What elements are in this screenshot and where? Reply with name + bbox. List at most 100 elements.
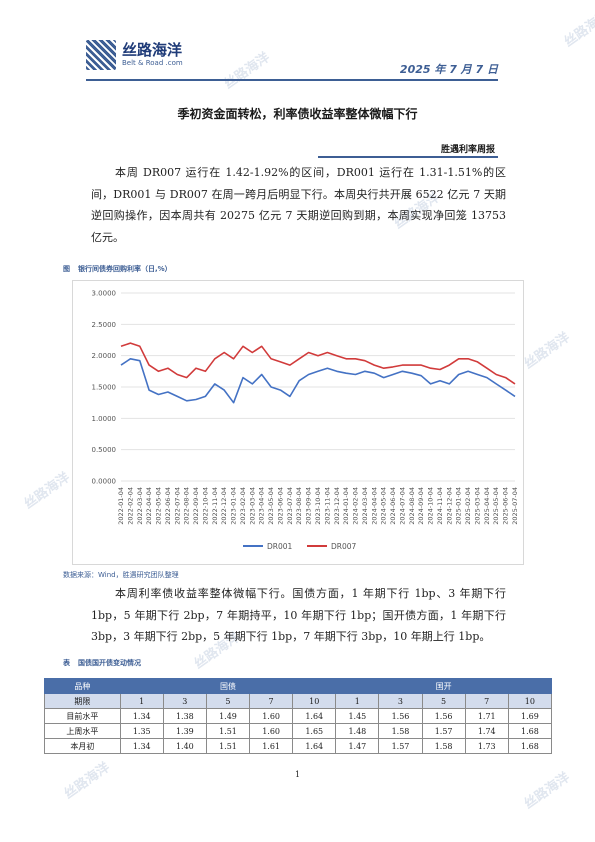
- table-cell: 1.51: [205, 738, 251, 754]
- table-cell: 1.57: [378, 738, 423, 754]
- logo-icon: [86, 40, 116, 70]
- y-tick-label: 0.0000: [92, 478, 117, 486]
- header-divider: [86, 79, 498, 81]
- x-tick-label: 2022-01-04: [117, 487, 125, 525]
- term-cell: 5: [205, 693, 251, 709]
- series-line-dr001: [120, 358, 516, 404]
- table-cell: 1.74: [464, 723, 509, 739]
- paragraph: 本周 DR007 运行在 1.42-1.92%的区间，DR001 运行在 1.3…: [91, 166, 506, 244]
- figure-label: 图: [63, 265, 70, 273]
- x-tick-label: 2024-11-04: [436, 487, 444, 525]
- table-cell: 1.34: [119, 708, 164, 724]
- x-tick-label: 2022-08-04: [183, 487, 191, 525]
- table-cell: 1.38: [162, 708, 207, 724]
- term-cell: 7: [464, 693, 509, 709]
- x-tick-label: 2025-02-04: [464, 487, 472, 525]
- term-cell: 5: [421, 693, 466, 709]
- x-tick-label: 2022-04-04: [145, 487, 153, 525]
- x-tick-label: 2022-03-04: [136, 487, 144, 525]
- watermark: 丝路海洋: [521, 330, 573, 373]
- x-tick-label: 2023-06-04: [276, 487, 284, 525]
- table-cell: 1.64: [292, 738, 337, 754]
- x-tick-label: 2023-07-04: [286, 487, 294, 525]
- x-tick-label: 2025-07-04: [511, 487, 519, 525]
- x-tick-label: 2022-05-04: [155, 487, 163, 525]
- term-cell: 1: [119, 693, 164, 709]
- term-cell: 7: [249, 693, 294, 709]
- report-series: 胜遇利率周报: [440, 145, 495, 155]
- table-cell: 1.68: [507, 723, 553, 739]
- header-variety: 品种: [44, 678, 121, 694]
- repo-rate-chart: 0.0000 0.5000 1.0000 1.5000 2.0000 2.5000 3.00…: [72, 280, 524, 565]
- table-cell: 1.45: [335, 708, 380, 724]
- table-row: 上周水平 1.35 1.39 1.51 1.60 1.65 1.48 1.58 …: [44, 723, 553, 739]
- table-cell: 1.71: [464, 708, 509, 724]
- x-tick-label: 2023-02-04: [239, 487, 247, 525]
- term-cell: 10: [507, 693, 553, 709]
- table-cell: 1.68: [507, 738, 553, 754]
- header-term: 期限: [44, 693, 121, 709]
- x-tick-label: 2022-09-04: [192, 487, 200, 525]
- x-tick-label: 2023-11-04: [323, 487, 331, 525]
- table-cell: 1.35: [119, 723, 164, 739]
- x-tick-label: 2024-03-04: [361, 487, 369, 525]
- term-cell: 10: [292, 693, 337, 709]
- watermark: 丝路海洋: [61, 760, 113, 803]
- table-cell: 1.60: [249, 723, 294, 739]
- term-cell: 3: [378, 693, 423, 709]
- term-cell: 1: [335, 693, 380, 709]
- table-title: 国债国开债变动情况: [78, 659, 141, 667]
- page-title: 季初资金面转松，利率债收益率整体微幅下行: [177, 107, 418, 121]
- watermark: 丝路海洋: [221, 50, 273, 93]
- row-label: 本月初: [44, 738, 121, 754]
- x-tick-label: 2025-06-04: [502, 487, 510, 525]
- table-cell: 1.56: [378, 708, 423, 724]
- y-tick-label: 1.5000: [92, 384, 117, 392]
- x-tick-label: 2024-12-04: [445, 487, 453, 525]
- row-label: 目前水平: [44, 708, 121, 724]
- table-label: 表: [63, 659, 70, 667]
- table-cell: 1.57: [421, 723, 466, 739]
- chart-svg: 0.0000 0.5000 1.0000 1.5000 2.0000 2.5000 3.00…: [92, 290, 520, 552]
- x-tick-label: 2025-01-04: [455, 487, 463, 525]
- table-cell: 1.34: [119, 738, 164, 754]
- legend-label: DR007: [331, 542, 357, 551]
- yield-table: 品种 国债 国开 期限 1 3 5 7 10 1 3 5 7 10 目前水平 1…: [44, 678, 553, 754]
- report-date: 2025 年 7 月 7 日: [399, 63, 498, 76]
- table-cell: 1.64: [292, 708, 337, 724]
- figure-caption: 图银行间债券回购利率（日,%）: [63, 264, 172, 274]
- figure-title: 银行间债券回购利率（日,%）: [78, 265, 172, 273]
- x-tick-label: 2022-02-04: [126, 487, 134, 525]
- x-tick-label: 2024-09-04: [417, 487, 425, 525]
- x-tick-label: 2025-04-04: [483, 487, 491, 525]
- y-tick-label: 1.0000: [92, 415, 117, 423]
- table-cell: 1.39: [162, 723, 207, 739]
- x-tick-label: 2023-08-04: [295, 487, 303, 525]
- x-tick-label: 2022-07-04: [173, 487, 181, 525]
- table-row: 本月初 1.34 1.40 1.51 1.61 1.64 1.47 1.57 1…: [44, 738, 553, 754]
- x-tick-label: 2025-03-04: [473, 487, 481, 525]
- brand-name: 丝路海洋: [122, 41, 183, 59]
- term-cell: 3: [162, 693, 207, 709]
- brand-logo: 丝路海洋 Belt & Road .com: [86, 40, 183, 70]
- x-tick-label: 2023-04-04: [258, 487, 266, 525]
- x-tick-label: 2024-01-04: [342, 487, 350, 525]
- table-cell: 1.73: [464, 738, 509, 754]
- row-label: 上周水平: [44, 723, 121, 739]
- x-tick-label: 2024-06-04: [389, 487, 397, 525]
- table-cell: 1.47: [335, 738, 380, 754]
- x-tick-label: 2025-05-04: [492, 487, 500, 525]
- x-tick-label: 2023-05-04: [267, 487, 275, 525]
- x-tick-label: 2023-10-04: [314, 487, 322, 525]
- x-tick-label: 2022-11-04: [211, 487, 219, 525]
- table-caption: 表国债国开债变动情况: [63, 658, 141, 668]
- y-tick-label: 3.0000: [92, 290, 117, 298]
- watermark: 丝路海洋: [21, 470, 73, 513]
- x-tick-label: 2023-09-04: [305, 487, 313, 525]
- header-group-b: 国开: [335, 678, 552, 694]
- x-tick-label: 2023-01-04: [230, 487, 238, 525]
- x-tick-label: 2024-08-04: [408, 487, 416, 525]
- brand-name-en: Belt & Road .com: [122, 59, 183, 67]
- series-line-dr007: [120, 342, 516, 385]
- header-group-a: 国债: [119, 678, 337, 694]
